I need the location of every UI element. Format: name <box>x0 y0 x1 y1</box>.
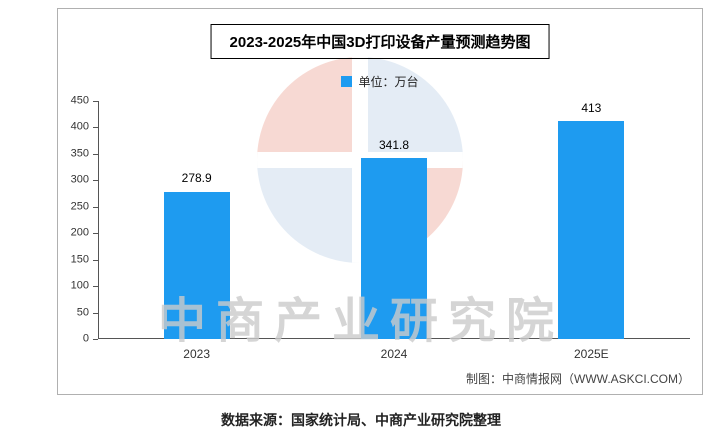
y-tick-label: 450 <box>70 94 89 107</box>
y-tick <box>93 206 98 208</box>
x-category-label: 2025E <box>573 347 609 361</box>
x-category-label: 2023 <box>183 347 211 361</box>
y-tick-label: 350 <box>70 147 89 160</box>
y-tick-label: 250 <box>70 200 89 213</box>
plot-area: 0 50 100 150 200 250 300 350 400 450 278.9 2023 341.… <box>71 95 690 361</box>
bar-value-label: 278.9 <box>181 171 212 186</box>
y-tick-label: 100 <box>70 279 89 292</box>
y-tick-label: 300 <box>70 173 89 186</box>
legend-label: 单位：万台 <box>358 75 419 89</box>
y-tick <box>93 180 98 182</box>
bar-value-label: 413 <box>581 100 602 115</box>
y-tick <box>93 286 98 288</box>
credit-text: 制图：中商情报网（WWW.ASKCI.COM） <box>466 372 690 386</box>
y-tick-label: 50 <box>76 306 89 319</box>
y-tick <box>93 153 98 155</box>
y-tick-label: 0 <box>82 332 89 345</box>
x-category-label: 2024 <box>380 347 408 361</box>
y-tick <box>93 339 98 340</box>
y-tick <box>93 312 98 314</box>
y-axis-line <box>98 101 99 339</box>
bar-value-label: 341.8 <box>378 138 410 153</box>
bar-2025E <box>558 120 625 339</box>
legend-swatch <box>341 76 353 87</box>
y-tick <box>93 259 98 261</box>
y-tick <box>93 101 98 102</box>
y-tick-label: 150 <box>70 253 89 266</box>
bar-2023 <box>163 191 230 339</box>
bar-2024 <box>361 158 427 339</box>
data-source-caption: 数据来源：国家统计局、中商产业研究院整理 <box>221 412 501 428</box>
y-tick <box>93 127 98 129</box>
y-tick <box>93 233 98 235</box>
legend: 单位：万台 <box>58 73 702 90</box>
chart-title: 2023-2025年中国3D打印设备产量预测趋势图 <box>210 24 550 59</box>
y-tick-label: 200 <box>70 226 89 239</box>
y-tick-label: 400 <box>70 120 89 133</box>
chart-frame: 2023-2025年中国3D打印设备产量预测趋势图 单位：万台 0 50 100 15… <box>57 8 703 395</box>
